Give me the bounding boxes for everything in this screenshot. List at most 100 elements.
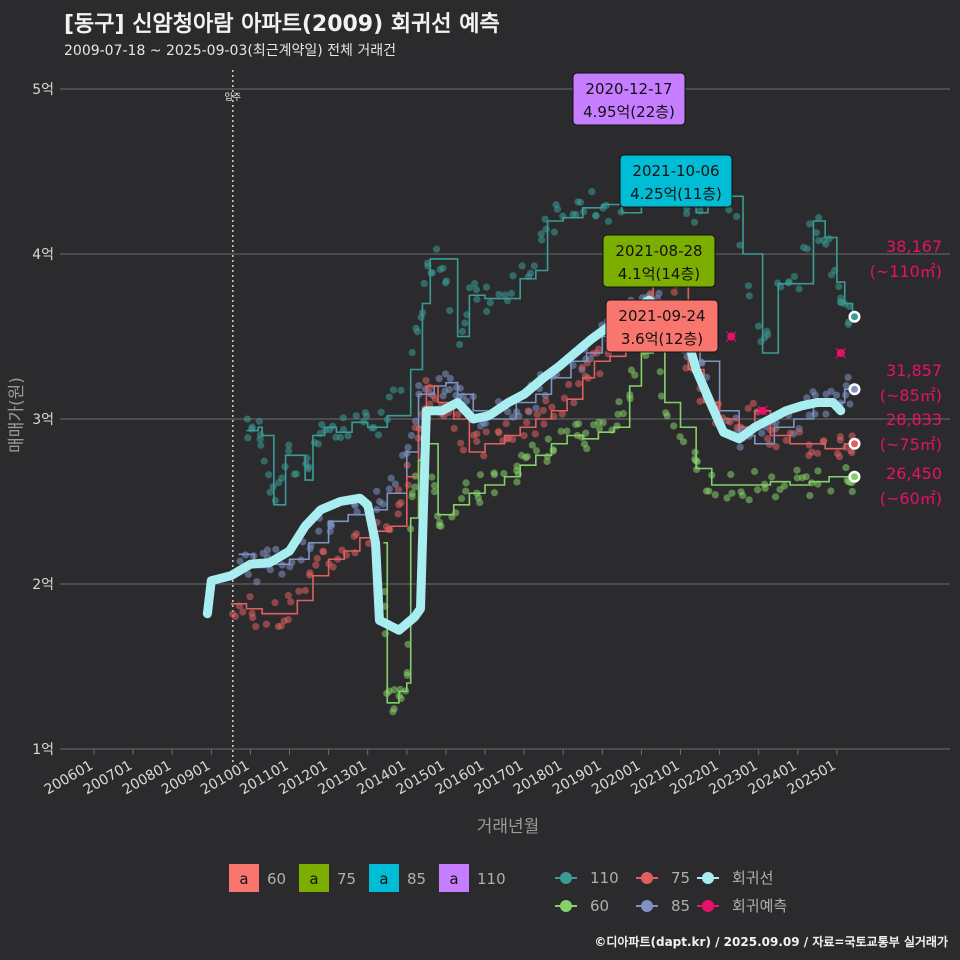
scatter-point-85 <box>827 387 835 395</box>
scatter-point-60 <box>806 491 814 500</box>
callout-box <box>602 234 716 288</box>
scatter-point-85 <box>259 549 267 557</box>
scatter-point-110 <box>812 229 820 237</box>
scatter-point-110 <box>420 279 428 288</box>
scatter-point-60 <box>631 371 639 379</box>
scatter-point-85 <box>351 502 359 510</box>
scatter-point-60 <box>500 469 508 478</box>
legend-line-label: 110 <box>590 869 619 887</box>
scatter-point-75 <box>795 428 804 436</box>
scatter-point-60 <box>390 705 398 713</box>
scatter-point-110 <box>244 434 252 442</box>
scatter-point-75 <box>229 610 237 618</box>
y-axis-title: 매매가(원) <box>7 377 27 453</box>
scatter-point-75 <box>287 598 295 606</box>
scatter-point-60 <box>528 441 536 449</box>
scatter-point-110 <box>725 206 733 214</box>
scatter-point-85 <box>236 557 244 565</box>
scatter-point-60 <box>745 496 753 504</box>
scatter-point-85 <box>441 370 450 378</box>
scatter-point-75 <box>494 427 502 436</box>
scatter-point-110 <box>352 412 360 420</box>
scatter-point-60 <box>615 398 623 406</box>
scatter-point-85 <box>446 374 454 383</box>
scatter-point-75 <box>301 586 309 595</box>
scatter-point-110 <box>696 207 704 215</box>
callout-date: 2021-09-24 <box>618 307 705 325</box>
scatter-point-75 <box>520 432 528 440</box>
scatter-point-110 <box>255 417 263 425</box>
scatter-point-110 <box>257 441 265 449</box>
scatter-point-60 <box>476 471 485 479</box>
legend-area-glyph: a <box>449 870 458 888</box>
scatter-point-60 <box>430 481 439 490</box>
scatter-point-85 <box>832 391 841 399</box>
scatter-point-110 <box>339 414 347 422</box>
legend-area-glyph: a <box>309 870 318 888</box>
scatter-point-75 <box>295 587 303 595</box>
scatter-point-110 <box>284 447 293 455</box>
scatter-point-75 <box>271 598 279 607</box>
scatter-point-60 <box>670 422 678 430</box>
end-label-value: 28,833 <box>886 410 942 429</box>
scatter-point-75 <box>848 432 856 440</box>
scatter-point-110 <box>377 408 385 416</box>
scatter-point-60 <box>754 486 762 494</box>
scatter-point-110 <box>509 272 517 280</box>
scatter-point-110 <box>427 269 435 277</box>
callout-price: 3.6억(12층) <box>621 330 703 348</box>
scatter-point-60 <box>532 447 540 455</box>
legend-area-label: 75 <box>337 870 356 888</box>
scatter-point-75 <box>365 539 373 548</box>
scatter-point-110 <box>385 393 393 401</box>
series-line-110 <box>246 183 854 506</box>
callout-price: 4.95억(22층) <box>583 103 675 121</box>
scatter-point-75 <box>539 406 547 415</box>
scatter-point-60 <box>543 457 551 466</box>
end-label-area: (~75㎡) <box>880 435 942 454</box>
callout-box <box>605 299 719 353</box>
scatter-point-75 <box>457 439 465 447</box>
scatter-point-110 <box>314 440 322 448</box>
callout-date: 2021-10-06 <box>632 162 719 180</box>
scatter-point-85 <box>532 404 540 412</box>
scatter-point-60 <box>544 435 552 443</box>
scatter-point-110 <box>465 284 474 292</box>
scatter-point-60 <box>462 479 470 487</box>
end-label-area: (~60㎡) <box>880 489 942 508</box>
scatter-point-110 <box>458 327 466 336</box>
scatter-point-110 <box>604 217 613 225</box>
scatter-point-110 <box>754 322 763 330</box>
series-end-dot-60 <box>850 473 858 481</box>
scatter-point-110 <box>537 230 545 238</box>
scatter-point-85 <box>732 414 740 422</box>
scatter-point-110 <box>483 307 491 315</box>
scatter-point-110 <box>790 272 799 281</box>
scatter-point-60 <box>693 458 701 466</box>
scatter-point-110 <box>389 386 398 394</box>
scatter-point-110 <box>362 412 371 420</box>
y-tick-labels: 1억 2억 3억 4억 5억 <box>32 82 54 758</box>
scatter-point-85 <box>842 391 850 399</box>
scatter-point-60 <box>599 419 607 427</box>
footer-credit: ©디아파트(dapt.kr) / 2025.09.09 / 자료=국토교통부 실… <box>594 935 948 949</box>
scatter-point-60 <box>436 518 444 526</box>
scatter-point-110 <box>471 279 479 288</box>
scatter-point-110 <box>424 259 432 267</box>
scatter-point-60 <box>676 433 684 441</box>
scatter-point-75 <box>578 363 586 372</box>
scatter-point-75 <box>772 425 780 433</box>
y-tick-label: 1억 <box>32 742 54 758</box>
callout-price: 4.1억(14층) <box>618 265 700 283</box>
scatter-point-110 <box>844 320 852 328</box>
scatter-point-110 <box>835 283 843 291</box>
scatter-point-75 <box>596 370 604 378</box>
callout-price: 4.25억(11층) <box>630 185 722 203</box>
legend-line-dot <box>702 872 714 884</box>
series-end-dot-110 <box>850 313 858 321</box>
scatter-point-60 <box>390 686 398 694</box>
scatter-point-85 <box>803 394 811 402</box>
legend-area-label: 60 <box>267 870 286 888</box>
scatter-point-75 <box>570 399 578 407</box>
scatter-point-60 <box>513 462 521 470</box>
